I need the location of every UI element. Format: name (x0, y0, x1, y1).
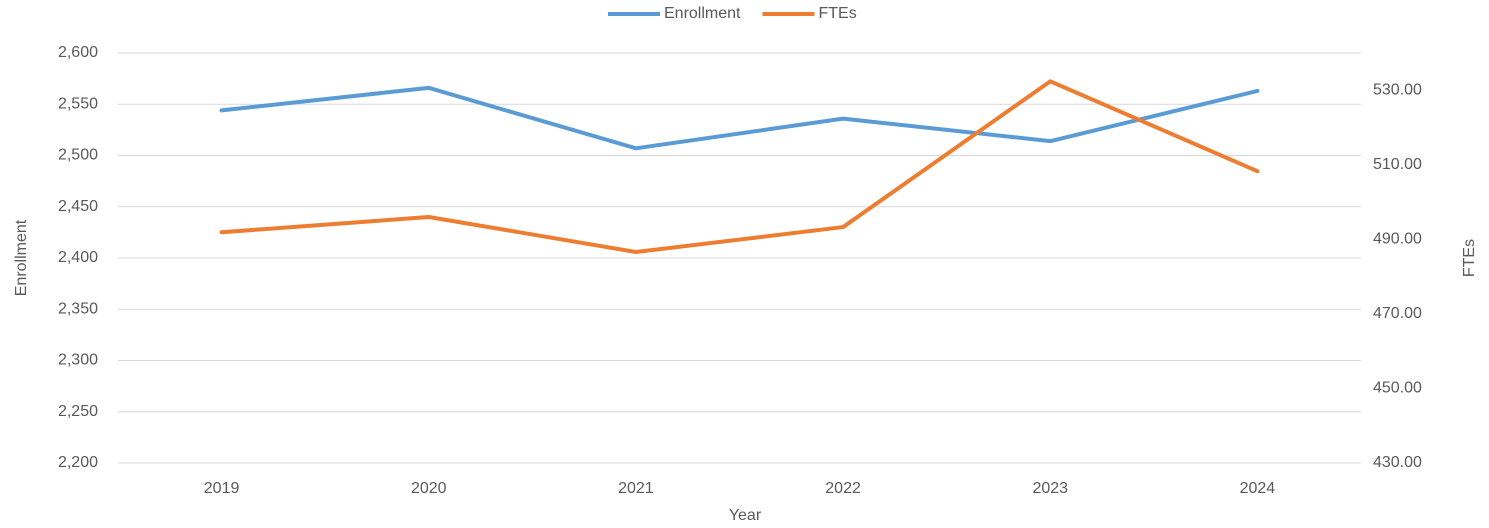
y-tick-label: 2,350 (58, 300, 98, 317)
y-tick-label: 2,300 (58, 352, 98, 369)
y-tick-label: 2,550 (58, 95, 98, 112)
y-tick-label: 2,400 (58, 249, 98, 266)
x-tick-label: 2020 (411, 480, 447, 497)
y-tick-label: 2,250 (58, 403, 98, 420)
y2-tick-label: 530.00 (1373, 81, 1422, 98)
series-line (219, 85, 1260, 151)
y-tick-label: 2,600 (58, 44, 98, 61)
x-tick-label: 2019 (204, 480, 240, 497)
y2-tick-label: 450.00 (1373, 380, 1422, 397)
x-tick-label: 2024 (1240, 480, 1276, 497)
y2-tick-label: 490.00 (1373, 231, 1422, 248)
x-tick-label: 2022 (825, 480, 861, 497)
y-tick-label: 2,200 (58, 454, 98, 471)
y2-axis-title: FTEs (1461, 239, 1478, 277)
legend-label: FTEs (818, 5, 856, 22)
x-tick-label: 2023 (1032, 480, 1068, 497)
y2-tick-label: 430.00 (1373, 454, 1422, 471)
y-tick-label: 2,500 (58, 147, 98, 164)
y2-tick-label: 510.00 (1373, 156, 1422, 173)
y-axis-title: Enrollment (13, 219, 30, 296)
legend-label: Enrollment (664, 5, 741, 22)
x-tick-label: 2021 (618, 480, 654, 497)
y2-tick-label: 470.00 (1373, 305, 1422, 322)
y-tick-label: 2,450 (58, 198, 98, 215)
x-axis-title: Year (729, 507, 762, 524)
series-line (219, 79, 1260, 255)
